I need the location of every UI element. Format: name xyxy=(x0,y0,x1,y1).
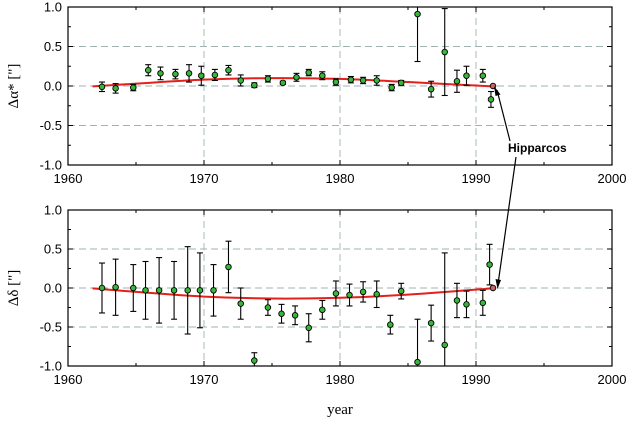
y-tick-label: 0.0 xyxy=(44,281,62,296)
data-point xyxy=(184,287,191,294)
data-point xyxy=(305,324,312,332)
data-point xyxy=(264,75,272,83)
y-tick-label: -1.0 xyxy=(40,359,62,374)
data-point xyxy=(157,70,164,77)
hipparcos-arrow-bottom xyxy=(497,156,517,285)
data-point xyxy=(279,79,287,87)
data-point xyxy=(130,284,137,292)
plot-frame xyxy=(67,6,613,166)
fit-curve xyxy=(92,287,493,300)
data-point xyxy=(144,66,152,74)
data-point xyxy=(463,301,470,308)
data-point xyxy=(98,83,106,91)
data-point xyxy=(479,72,487,79)
data-points xyxy=(98,240,493,366)
x-tick-label: 1990 xyxy=(462,171,491,186)
hipparcos-label: Hipparcos xyxy=(508,141,567,155)
x-tick-label: 1970 xyxy=(190,171,219,186)
data-point xyxy=(388,84,395,91)
data-point xyxy=(373,290,380,298)
data-point xyxy=(198,72,205,79)
data-point xyxy=(293,74,300,81)
data-point xyxy=(441,341,448,349)
data-point xyxy=(359,288,367,296)
data-point xyxy=(319,306,326,314)
hipparcos-arrowhead-bottom xyxy=(495,279,501,289)
x-tick-label: 1970 xyxy=(190,372,219,387)
data-point xyxy=(251,81,258,89)
data-point xyxy=(427,85,435,93)
data-point xyxy=(373,77,380,84)
data-point xyxy=(196,287,204,294)
data-point xyxy=(463,72,470,79)
data-point xyxy=(155,287,163,294)
data-point xyxy=(487,96,495,103)
data-point xyxy=(347,76,355,83)
y-tick-label: 1.0 xyxy=(44,0,62,15)
data-point xyxy=(453,297,461,304)
y-tick-label: 0.5 xyxy=(44,39,62,54)
data-point xyxy=(427,319,435,327)
data-point xyxy=(414,358,421,366)
data-point xyxy=(225,263,232,271)
plot-frame xyxy=(67,209,613,367)
hipparcos-arrowhead-top xyxy=(494,86,501,96)
data-point xyxy=(185,70,193,77)
x-axis-label: year xyxy=(327,402,353,418)
data-point xyxy=(112,85,119,92)
panel-delta-delta: 1960 1970 1980 1990 2000 1.0 0.5 0.0 -0.5 -1.0 Δδ … xyxy=(6,203,627,419)
y-tick-label: 1.0 xyxy=(44,203,62,218)
data-point xyxy=(278,310,285,317)
x-tick-label: 2000 xyxy=(598,372,627,387)
x-tick-label: 1960 xyxy=(54,372,83,387)
data-point xyxy=(170,287,178,294)
data-point xyxy=(291,312,299,319)
hipparcos-arrow-top xyxy=(496,89,511,142)
data-point xyxy=(130,84,137,91)
data-point xyxy=(237,300,244,307)
data-point xyxy=(397,79,405,87)
data-point xyxy=(332,78,340,86)
data-point xyxy=(479,299,487,307)
data-point xyxy=(251,357,258,364)
data-point xyxy=(264,304,272,311)
data-point xyxy=(210,287,217,294)
y-tick-label: 0.5 xyxy=(44,242,62,257)
data-point xyxy=(237,77,244,84)
data-point xyxy=(441,48,448,56)
x-tick-label: 2000 xyxy=(598,171,627,186)
data-point xyxy=(211,71,219,79)
x-tick-label: 1980 xyxy=(326,171,355,186)
x-tick-label: 1990 xyxy=(462,372,491,387)
y-axis-label: Δδ ["] xyxy=(6,270,22,307)
data-point xyxy=(414,10,421,18)
x-tick-label: 1960 xyxy=(54,171,83,186)
data-points xyxy=(98,7,495,108)
data-point xyxy=(359,77,367,84)
data-point xyxy=(486,261,493,268)
y-tick-label: -1.0 xyxy=(40,158,62,173)
data-point xyxy=(98,284,106,292)
data-point xyxy=(112,283,119,291)
data-point xyxy=(453,78,461,85)
data-point xyxy=(332,290,340,297)
y-axis-label: Δα* ["] xyxy=(6,64,22,109)
data-point xyxy=(387,321,394,328)
y-tick-label: 0.0 xyxy=(44,79,62,94)
data-point xyxy=(172,70,179,78)
x-tick-label: 1980 xyxy=(326,372,355,387)
hipparcos-annotation: Hipparcos xyxy=(494,86,567,289)
data-point xyxy=(319,72,326,79)
data-point xyxy=(225,66,232,74)
data-point xyxy=(346,291,353,299)
y-tick-label: -0.5 xyxy=(40,320,62,335)
data-point xyxy=(305,69,312,76)
data-point xyxy=(397,287,405,295)
data-point xyxy=(142,287,149,294)
fit-curve xyxy=(92,77,493,88)
panel-delta-alpha: 1960 1970 1980 1990 2000 1.0 0.5 0.0 -0.5 -1.0 Δα*… xyxy=(6,0,626,186)
y-tick-label: -0.5 xyxy=(40,118,62,133)
hipparcos-point xyxy=(489,284,497,292)
